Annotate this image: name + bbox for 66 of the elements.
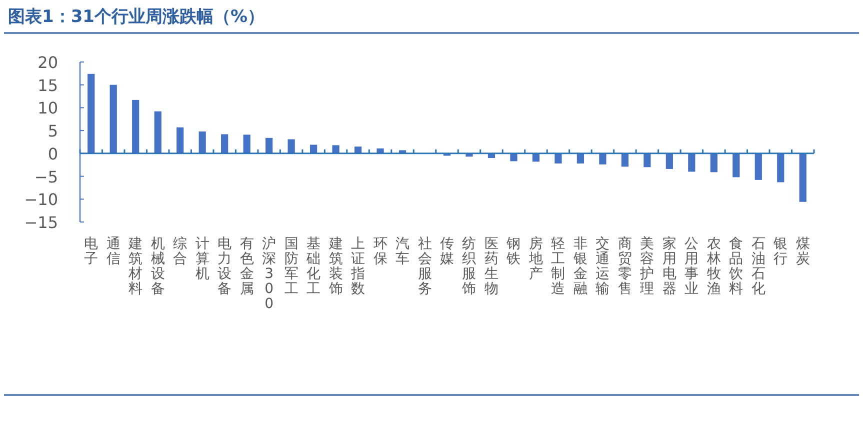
y-tick-label: 10 <box>38 98 58 118</box>
bar <box>221 134 228 154</box>
x-tick-label: 公用事业 <box>684 236 699 297</box>
x-tick-label: 有色金属 <box>240 236 254 297</box>
x-tick-label: 沪深300 <box>262 236 276 312</box>
x-tick-label: 社会服务 <box>418 236 432 297</box>
x-tick-label: 建筑装饰 <box>328 236 343 297</box>
bar <box>777 153 784 182</box>
bar <box>644 153 651 168</box>
x-tick-label: 基础化工 <box>306 236 321 297</box>
y-tick-label: 15 <box>38 76 58 95</box>
x-tick-label: 钢铁 <box>506 236 521 267</box>
y-tick-label: −5 <box>34 167 58 186</box>
x-tick-label: 家用电器 <box>662 236 676 297</box>
x-tick-label: 银行 <box>774 236 788 267</box>
bar <box>532 153 540 162</box>
bar <box>88 74 95 154</box>
bar <box>110 84 117 154</box>
x-tick-label: 房地产 <box>528 236 543 282</box>
bar <box>176 127 184 154</box>
bar <box>666 153 673 169</box>
x-tick-label: 交通运输 <box>596 236 610 297</box>
x-tick-label: 上证指数 <box>351 236 366 297</box>
x-tick-label: 综合 <box>173 236 188 267</box>
x-tick-label: 建筑材料 <box>128 236 143 297</box>
x-tick-label: 非银金融 <box>573 236 588 297</box>
y-tick-label: 0 <box>48 144 58 164</box>
x-tick-label: 煤炭 <box>796 236 810 267</box>
x-tick-label: 农林牧渔 <box>706 236 721 297</box>
x-tick-label: 美容护理 <box>640 236 654 297</box>
chart-title: 图表1：31个行业周涨跌幅（%） <box>8 7 265 27</box>
y-tick-label: 20 <box>38 53 58 72</box>
bar <box>198 131 206 154</box>
bar <box>799 153 806 202</box>
bar <box>688 153 696 172</box>
bar <box>510 153 518 162</box>
x-tick-label: 传媒 <box>440 236 454 267</box>
bar <box>621 153 628 167</box>
bar <box>710 153 718 172</box>
x-tick-label: 纺织服饰 <box>462 236 476 297</box>
x-tick-label: 轻工制造 <box>551 236 566 297</box>
bar <box>243 134 250 154</box>
x-tick-label: 计算机 <box>195 236 210 282</box>
x-tick-label: 电力设备 <box>218 236 232 297</box>
x-tick-label: 食品饮料 <box>729 236 744 297</box>
y-tick-label: −10 <box>24 190 58 210</box>
bar <box>754 153 762 180</box>
bar <box>132 100 140 154</box>
y-tick-label: −15 <box>24 213 58 232</box>
x-tick-label: 电子 <box>84 236 98 267</box>
bar <box>599 153 606 164</box>
x-tick-label: 环保 <box>373 236 388 267</box>
x-tick-label: 通信 <box>106 236 120 267</box>
bar <box>288 139 295 154</box>
y-tick-label: 5 <box>48 122 58 141</box>
x-tick-label: 汽车 <box>396 236 410 267</box>
x-tick-label: 医药生物 <box>484 236 498 297</box>
x-tick-label: 商贸零售 <box>618 236 632 297</box>
bar <box>154 111 162 154</box>
x-tick-label: 机械设备 <box>150 236 165 297</box>
x-tick-label: 石油石化 <box>751 236 766 297</box>
bar <box>576 153 584 164</box>
x-tick-label: 国防军工 <box>284 236 298 297</box>
bar <box>732 153 740 178</box>
bar <box>266 138 273 154</box>
bar <box>554 153 562 164</box>
